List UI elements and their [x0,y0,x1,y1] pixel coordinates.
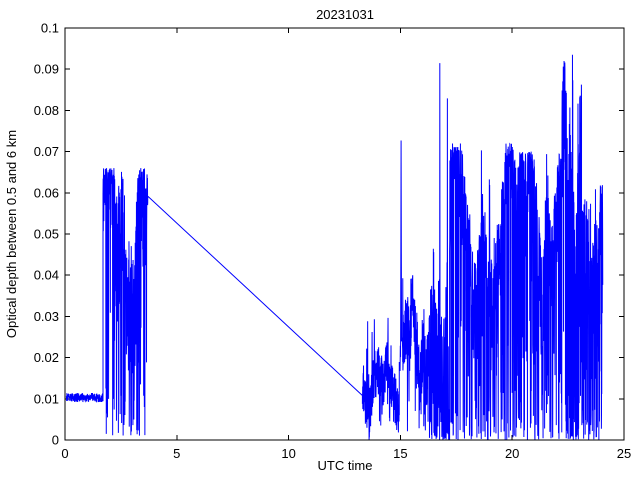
x-tick-label: 15 [393,446,407,461]
x-tick-label: 20 [505,446,519,461]
y-tick-label: 0.08 [34,103,59,118]
y-tick-label: 0.07 [34,144,59,159]
y-tick-label: 0.06 [34,185,59,200]
y-tick-label: 0.04 [34,268,59,283]
x-tick-label: 25 [617,446,631,461]
x-axis-title: UTC time [318,458,373,473]
y-tick-label: 0.09 [34,62,59,77]
y-tick-label: 0.05 [34,227,59,242]
y-axis-ticks: 0 0.01 0.02 0.03 0.04 0.05 0.06 0.07 0.08 0.09 0.1 [34,21,624,448]
x-tick-label: 10 [281,446,295,461]
data-series-line [65,54,604,440]
x-tick-label: 0 [61,446,68,461]
y-tick-label: 0.1 [41,21,59,36]
y-tick-label: 0.03 [34,309,59,324]
data-series-group [65,54,604,440]
y-tick-label: 0.01 [34,391,59,406]
axis-box [64,27,625,441]
y-axis-title: Optical depth between 0.5 and 6 km [4,130,19,338]
y-tick-label: 0.02 [34,350,59,365]
x-axis-ticks: 0 5 10 15 20 25 [61,28,631,461]
chart-title: 20231031 [316,7,374,22]
y-tick-label: 0 [52,433,59,448]
x-tick-label: 5 [173,446,180,461]
